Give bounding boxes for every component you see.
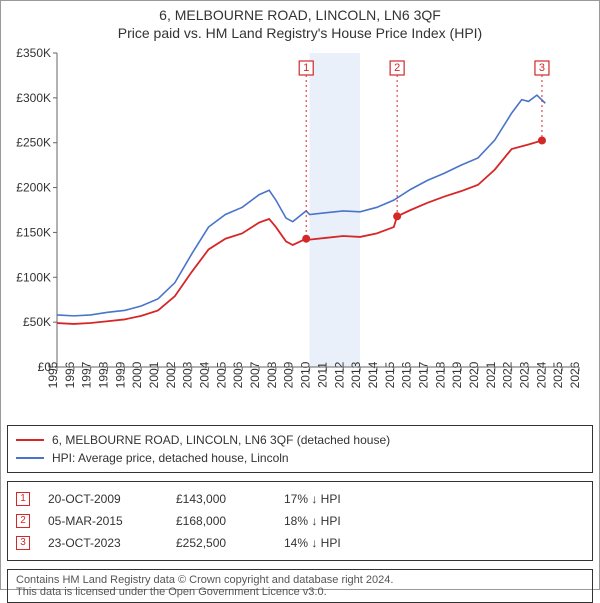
series-price_paid — [57, 140, 545, 323]
title-address: 6, MELBOURNE ROAD, LINCOLN, LN6 3QF — [7, 7, 593, 23]
svg-text:2017: 2017 — [416, 361, 430, 388]
legend-swatch — [16, 457, 44, 459]
series-hpi — [57, 95, 545, 316]
svg-text:£300K: £300K — [16, 91, 51, 105]
chart: £0£50K£100K£150K£200K£250K£300K£350K1995… — [7, 47, 589, 419]
license-footer: Contains HM Land Registry data © Crown c… — [7, 569, 593, 603]
event-price: £252,500 — [176, 536, 266, 550]
svg-text:2011: 2011 — [315, 362, 329, 388]
event-row: 2 05-MAR-2015 £168,000 18% ↓ HPI — [16, 510, 584, 532]
svg-text:2021: 2021 — [484, 361, 498, 388]
svg-text:2002: 2002 — [164, 361, 178, 388]
svg-text:£250K: £250K — [16, 136, 51, 150]
legend-swatch — [16, 439, 44, 441]
event-row: 1 20-OCT-2009 £143,000 17% ↓ HPI — [16, 488, 584, 510]
svg-text:£150K: £150K — [16, 225, 51, 239]
svg-text:2023: 2023 — [517, 361, 531, 388]
svg-text:2012: 2012 — [332, 361, 346, 388]
legend: 6, MELBOURNE ROAD, LINCOLN, LN6 3QF (det… — [7, 425, 593, 473]
title-subtitle: Price paid vs. HM Land Registry's House … — [7, 25, 593, 41]
svg-text:1: 1 — [303, 62, 309, 74]
svg-text:2008: 2008 — [265, 361, 279, 388]
svg-text:2025: 2025 — [551, 361, 565, 388]
legend-label: HPI: Average price, detached house, Linc… — [52, 451, 289, 465]
event-marker: 3 — [16, 536, 30, 550]
svg-text:£200K: £200K — [16, 181, 51, 195]
event-date: 23-OCT-2023 — [48, 536, 158, 550]
events-table: 1 20-OCT-2009 £143,000 17% ↓ HPI 2 05-MAR-201… — [7, 481, 593, 561]
event-price: £143,000 — [176, 492, 266, 506]
svg-text:1995: 1995 — [46, 361, 60, 388]
svg-text:2001: 2001 — [147, 361, 161, 388]
event-dot-3 — [538, 136, 546, 144]
svg-text:2: 2 — [394, 62, 400, 74]
svg-text:£100K: £100K — [16, 270, 51, 284]
event-delta: 14% ↓ HPI — [284, 536, 341, 550]
legend-item: HPI: Average price, detached house, Linc… — [16, 449, 584, 467]
figure-container: 6, MELBOURNE ROAD, LINCOLN, LN6 3QF Pric… — [0, 0, 600, 590]
svg-text:2018: 2018 — [433, 361, 447, 388]
svg-text:2016: 2016 — [400, 361, 414, 388]
legend-item: 6, MELBOURNE ROAD, LINCOLN, LN6 3QF (det… — [16, 431, 584, 449]
svg-text:2026: 2026 — [568, 361, 582, 388]
svg-text:2003: 2003 — [181, 361, 195, 388]
svg-text:2006: 2006 — [231, 361, 245, 388]
event-marker: 1 — [16, 492, 30, 506]
svg-text:2005: 2005 — [214, 361, 228, 388]
svg-text:1997: 1997 — [80, 361, 94, 388]
svg-text:£50K: £50K — [23, 315, 51, 329]
svg-text:2009: 2009 — [282, 361, 296, 388]
event-marker: 2 — [16, 514, 30, 528]
chart-svg: £0£50K£100K£150K£200K£250K£300K£350K1995… — [7, 47, 589, 419]
event-delta: 18% ↓ HPI — [284, 514, 341, 528]
event-date: 05-MAR-2015 — [48, 514, 158, 528]
event-dot-1 — [302, 235, 310, 243]
footer-line1: Contains HM Land Registry data © Crown c… — [16, 574, 584, 586]
svg-text:2019: 2019 — [450, 361, 464, 388]
svg-text:2000: 2000 — [130, 361, 144, 388]
svg-text:3: 3 — [539, 62, 545, 74]
event-price: £168,000 — [176, 514, 266, 528]
svg-text:2024: 2024 — [534, 361, 548, 388]
legend-label: 6, MELBOURNE ROAD, LINCOLN, LN6 3QF (det… — [52, 433, 390, 447]
svg-text:2010: 2010 — [299, 361, 313, 388]
event-row: 3 23-OCT-2023 £252,500 14% ↓ HPI — [16, 532, 584, 554]
svg-text:£350K: £350K — [16, 47, 51, 60]
svg-text:2020: 2020 — [467, 361, 481, 388]
svg-text:2022: 2022 — [501, 361, 515, 388]
svg-text:2013: 2013 — [349, 361, 363, 388]
svg-text:2014: 2014 — [366, 361, 380, 388]
event-dot-2 — [393, 212, 401, 220]
svg-text:1999: 1999 — [113, 361, 127, 388]
svg-text:2015: 2015 — [383, 361, 397, 388]
event-date: 20-OCT-2009 — [48, 492, 158, 506]
svg-text:1998: 1998 — [97, 361, 111, 388]
svg-text:2004: 2004 — [198, 361, 212, 388]
title-block: 6, MELBOURNE ROAD, LINCOLN, LN6 3QF Pric… — [7, 7, 593, 41]
event-delta: 17% ↓ HPI — [284, 492, 341, 506]
svg-text:2007: 2007 — [248, 361, 262, 388]
footer-line2: This data is licensed under the Open Gov… — [16, 586, 584, 598]
svg-text:1996: 1996 — [63, 361, 77, 388]
